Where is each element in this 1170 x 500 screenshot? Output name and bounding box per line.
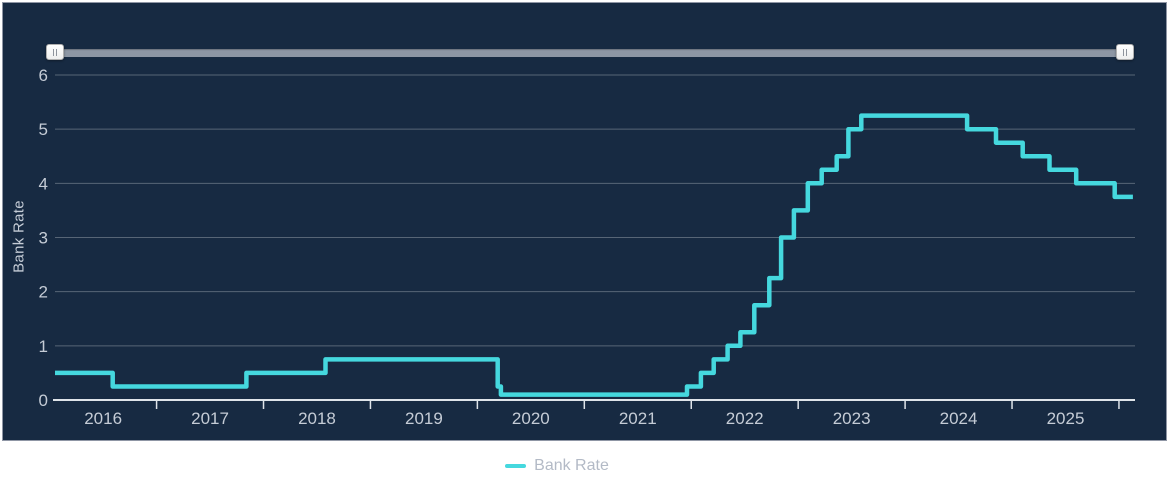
y-tick-label: 4	[39, 174, 48, 193]
x-year-label: 2023	[833, 409, 871, 428]
x-year-label: 2025	[1047, 409, 1085, 428]
legend[interactable]: Bank Rate	[0, 454, 1142, 478]
y-tick-label: 3	[39, 229, 48, 248]
y-tick-label: 2	[39, 283, 48, 302]
range-slider-track[interactable]	[55, 49, 1134, 57]
range-slider-left-handle[interactable]	[46, 44, 64, 60]
x-year-label: 2017	[191, 409, 229, 428]
grip-vertical-icon	[53, 48, 57, 56]
x-year-label: 2022	[726, 409, 764, 428]
x-year-label: 2018	[298, 409, 336, 428]
y-tick-label: 1	[39, 337, 48, 356]
legend-label: Bank Rate	[534, 457, 609, 474]
x-year-label: 2021	[619, 409, 657, 428]
y-tick-label: 6	[39, 66, 48, 85]
x-year-label: 2016	[84, 409, 122, 428]
chart-panel	[2, 2, 1167, 441]
grip-vertical-icon	[1123, 48, 1127, 56]
range-slider-right-handle[interactable]	[1116, 44, 1134, 60]
x-year-label: 2020	[512, 409, 550, 428]
y-tick-label: 5	[39, 120, 48, 139]
y-axis-title: Bank Rate	[10, 200, 28, 273]
x-year-label: 2019	[405, 409, 443, 428]
legend-line-marker	[505, 464, 527, 468]
bank-rate-line	[55, 113, 1133, 397]
y-tick-label: 0	[39, 391, 48, 410]
x-year-label: 2024	[940, 409, 978, 428]
